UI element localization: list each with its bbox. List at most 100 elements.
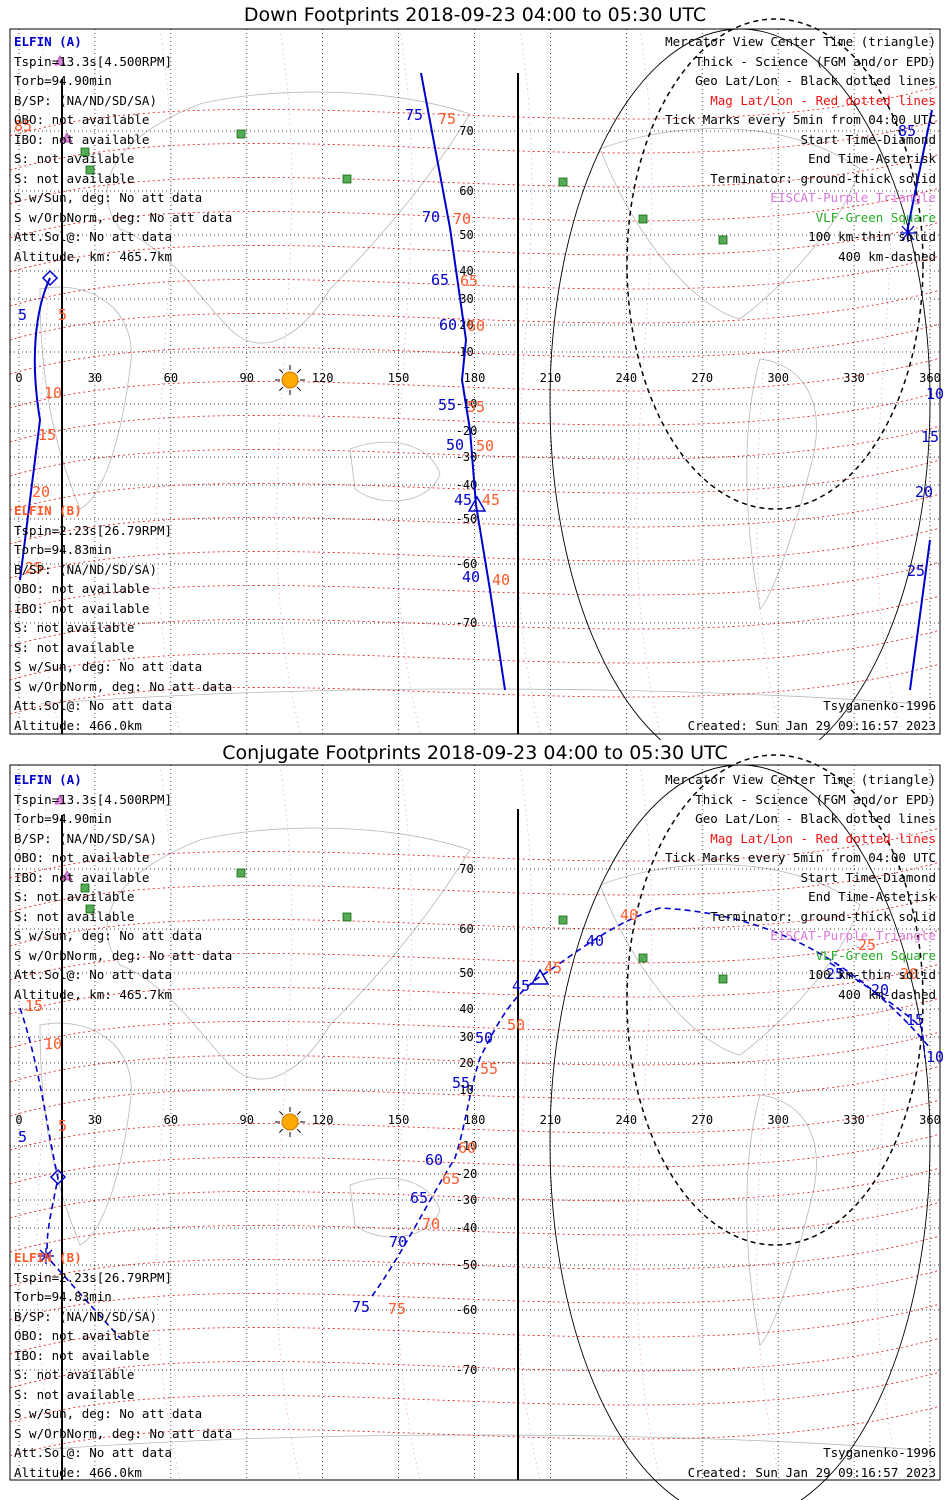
mag-latitude-line — [9, 425, 941, 477]
edge-tick-label: 20 — [32, 483, 50, 501]
eiscat-station-marker — [54, 794, 66, 805]
lat-tick-label: 30 — [459, 1030, 473, 1044]
elfin-a-tick-label: 40 — [462, 568, 480, 586]
legend-item: End Time-Asterisk — [808, 889, 936, 904]
edge-tick-label: 5 — [18, 306, 27, 324]
down-footprints-panel: Down Footprints 2018-09-23 04:00 to 05:3… — [0, 0, 950, 740]
continent-outline — [39, 286, 132, 510]
elfin-b-tick-label: 75 — [388, 1300, 406, 1318]
info-line: Torb=94.83min — [14, 542, 112, 557]
lon-tick-label: 120 — [312, 1113, 334, 1127]
lat-tick-label: -10 — [456, 1139, 478, 1153]
conjugate-map: 0 30 60 90 120 150 180 210 240 270 300 330 360706050… — [9, 754, 944, 1500]
lon-tick-label: 90 — [240, 1113, 254, 1127]
vlf-station-marker — [638, 214, 648, 224]
sun-ray — [279, 386, 284, 391]
elfin-a-tick-label: 40 — [586, 932, 604, 950]
model-label: Tsyganenko-1996 — [823, 698, 936, 713]
lat-tick-label: -70 — [456, 1363, 478, 1377]
vlf-station-marker — [638, 953, 648, 963]
lon-tick-label: 120 — [312, 371, 334, 385]
info-line: Altitude: 466.0km — [14, 1464, 142, 1480]
info-line: S: not available — [14, 1386, 135, 1402]
elfin-a-right-track-lower — [909, 539, 931, 691]
info-line: Att.Sol@: No att data — [14, 698, 173, 713]
vlf-station-marker — [718, 235, 728, 245]
info-line: S: not available — [14, 639, 135, 655]
info-line: Altitude, km: 465.7km — [14, 986, 173, 1002]
info-line: S w/Sun, deg: No att data — [14, 190, 203, 205]
lon-tick-label: 330 — [843, 371, 865, 385]
legend-item: Mercator View Center Time (triangle) — [665, 34, 936, 49]
mag-latitude-line — [9, 323, 941, 375]
elfin-b-tick-label: 40 — [492, 571, 510, 589]
lat-tick-label: -40 — [456, 1221, 478, 1235]
edge-tick-label: 25 — [858, 936, 876, 954]
created-label: Created: Sun Jan 29 09:16:57 2023 — [687, 717, 936, 733]
edge-tick-label: 20 — [871, 981, 889, 999]
sun-ray — [279, 369, 284, 374]
elfin-a-tick-label: 55 — [452, 1074, 470, 1092]
elfin-b-tick-label: 50 — [476, 437, 494, 455]
lat-tick-label: 50 — [459, 228, 473, 242]
terminator-100km — [549, 764, 931, 1500]
model-label: Tsyganenko-1996 — [823, 1445, 936, 1460]
vlf-station-marker — [85, 904, 95, 914]
vlf-station-marker — [342, 174, 352, 184]
lon-tick-label: 330 — [843, 1113, 865, 1127]
mag-latitude-line — [9, 561, 941, 613]
vlf-station-marker — [718, 974, 728, 984]
info-line: Tspin=2.23s[26.79RPM] — [14, 522, 173, 538]
continent-outline — [349, 1177, 441, 1238]
info-line: Att.Sol@: No att data — [14, 1445, 173, 1460]
mag-latitude-line — [9, 1405, 941, 1457]
info-line: B/SP: (NA/ND/SD/SA) — [14, 1308, 157, 1324]
continent-outline — [106, 827, 471, 1080]
lon-tick-label: 180 — [464, 1113, 486, 1127]
continent-outline — [746, 358, 817, 610]
elfin-a-left-track — [19, 277, 51, 581]
mag-latitude-line — [9, 1269, 941, 1321]
info-line: Torb=94.90min — [14, 73, 112, 88]
info-line: Tspin=2.23s[26.79RPM] — [14, 1269, 173, 1285]
edge-tick-label: 15 — [921, 428, 939, 446]
edge-tick-label: 5 — [58, 306, 67, 324]
lat-tick-label: 60 — [459, 184, 473, 198]
mag-latitude-line — [9, 929, 941, 981]
info-line: OBO: not available — [14, 1328, 150, 1343]
elfin-a-tick-label: 70 — [389, 1233, 407, 1251]
lon-tick-label: 300 — [767, 1113, 789, 1127]
legend-item: End Time-Asterisk — [808, 151, 936, 166]
mag-longitude-line — [876, 28, 901, 735]
lon-tick-label: 0 — [15, 371, 22, 385]
info-line: Tspin=13.3s[4.500RPM] — [14, 53, 173, 69]
info-line: B/SP: (NA/ND/SD/SA) — [14, 561, 157, 577]
info-line: S w/OrbNorm, deg: No att data — [14, 947, 233, 963]
lat-tick-label: -60 — [456, 1303, 478, 1317]
mag-longitude-line — [156, 28, 181, 735]
edge-tick-label: 5 — [58, 1117, 67, 1135]
legend-item: Start Time-Diamond — [800, 131, 936, 147]
edge-tick-label: 5 — [18, 1128, 27, 1146]
info-line: IBO: not available — [14, 131, 150, 147]
mag-latitude-line — [9, 221, 941, 273]
sun-icon — [281, 371, 299, 389]
eiscat-station-marker — [54, 55, 66, 66]
lat-tick-label: -60 — [456, 557, 478, 571]
map-frame — [9, 28, 941, 735]
lat-tick-label: 40 — [459, 1002, 473, 1016]
start-diamond — [49, 1168, 67, 1186]
mag-latitude-line — [9, 1303, 941, 1355]
lat-tick-label: 10 — [459, 1083, 473, 1097]
elfin-a-name: ELFIN (A) — [14, 34, 82, 49]
legend-item: EISCAT-Purple Triangle — [770, 928, 936, 943]
edge-tick-label: 10 — [44, 384, 62, 402]
elfin-b-tick-label: 45 — [482, 491, 500, 509]
edge-tick-label: 20 — [900, 965, 918, 983]
sun-icon — [281, 1113, 299, 1131]
elfin-a-tick-label: 60 — [439, 316, 457, 334]
edge-tick-label: 10 — [926, 385, 944, 403]
legend-item: Terminator: ground-thick solid — [710, 170, 936, 186]
legend-item: Tick Marks every 5min from 04:00 UTC — [665, 850, 936, 865]
edge-tick-label: 15 — [38, 426, 56, 444]
